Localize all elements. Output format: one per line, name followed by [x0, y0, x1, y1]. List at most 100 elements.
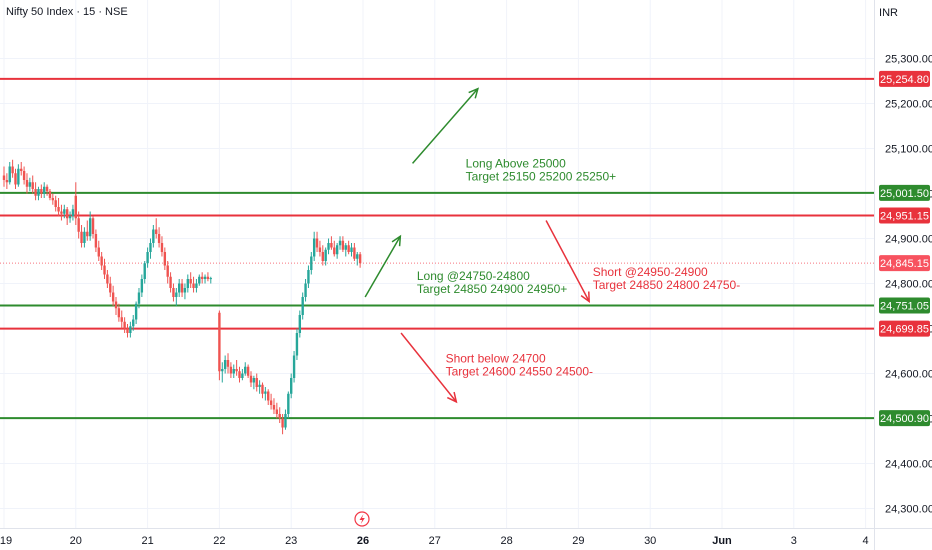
candle-body: [180, 283, 184, 293]
candle-body: [298, 315, 302, 333]
price-axis: 24,300.0024,400.0024,500.0024,600.0024,7…: [879, 54, 932, 516]
candle-body: [246, 366, 250, 376]
candle-body: [43, 186, 46, 194]
level-price-tag-label: 25,001.50: [880, 188, 929, 200]
candle-body: [88, 218, 92, 237]
candle-body: [143, 263, 146, 279]
annotation-text: Long Above 25000: [466, 156, 566, 170]
annotation-text: Target 24600 24550 24500-: [446, 364, 593, 378]
candle-body: [48, 191, 52, 198]
candle-body: [129, 326, 132, 333]
candle-body: [37, 189, 40, 196]
price-tick-label: 25,200.00: [885, 99, 932, 111]
candle-body: [229, 366, 233, 374]
candle-body: [327, 243, 330, 250]
time-tick-label: 19: [0, 535, 12, 547]
arrow-head: [580, 291, 590, 304]
candle-body: [358, 254, 362, 264]
currency-label[interactable]: INR: [879, 7, 898, 19]
candle-body: [134, 303, 138, 320]
price-tick-label: 24,900.00: [885, 234, 932, 246]
arrow-head: [446, 391, 458, 404]
candle-body: [310, 256, 313, 270]
candle-body: [175, 292, 178, 297]
candle-body: [25, 180, 29, 187]
level-price-tag[interactable]: [879, 184, 930, 201]
candle-body: [103, 265, 106, 275]
candle-body: [241, 373, 244, 378]
candle-body: [163, 252, 167, 266]
time-axis: 19 20 21 22 23 26 27 28 29 30 Jun 3 4: [0, 535, 869, 547]
price-tick-label: 24,800.00: [885, 279, 932, 291]
arrow-head: [468, 87, 480, 99]
candle-body: [74, 195, 77, 219]
candle-body: [169, 276, 172, 288]
candle-body: [17, 168, 20, 185]
candle-body: [28, 182, 32, 187]
candle-body: [100, 256, 103, 266]
candle-body: [223, 360, 227, 369]
candle-body: [2, 175, 6, 180]
candle-body: [60, 211, 63, 214]
candle-body: [177, 283, 181, 293]
lightning-icon[interactable]: [354, 511, 370, 527]
candle-body: [22, 171, 26, 180]
candle-body: [244, 366, 247, 374]
candle-body: [272, 405, 276, 410]
candle-body: [11, 166, 14, 174]
candle-body: [321, 252, 324, 261]
candle-body: [20, 168, 23, 171]
current-price-tag[interactable]: [879, 255, 930, 272]
arrow-head: [391, 234, 402, 247]
candle-body: [5, 180, 9, 183]
level-price-tag-label: 24,751.05: [880, 301, 929, 313]
candle-body: [14, 173, 17, 185]
time-tick-label: 23: [285, 535, 297, 547]
candle-body: [238, 371, 241, 378]
candle-body: [86, 231, 89, 237]
annotation-text: Long @24750-24800: [417, 269, 530, 283]
annotation-text: Target 24850 24800 24750-: [593, 278, 740, 292]
candle-body: [172, 288, 175, 297]
candle-body: [195, 283, 198, 288]
price-tick-label: 24,600.00: [885, 369, 932, 381]
candle-body: [290, 378, 293, 394]
candle-body: [40, 189, 43, 194]
candle-body: [347, 245, 350, 252]
candle-body: [57, 207, 60, 212]
candle-body: [45, 186, 49, 192]
candle-body: [304, 283, 307, 297]
level-price-tag[interactable]: [879, 70, 930, 87]
level-price-tag[interactable]: [879, 410, 930, 427]
level-price-tag-label: 25,254.80: [880, 74, 929, 86]
annotation-text: Short @24950-24900: [593, 265, 708, 279]
candle-body: [106, 274, 109, 284]
candle-body: [8, 166, 11, 183]
level-price-tag-label: 24,951.15: [880, 210, 929, 222]
annotation-text: Target 24850 24900 24950+: [417, 282, 567, 296]
candle-body: [206, 276, 210, 279]
candle-body: [235, 369, 238, 372]
candle-body: [192, 283, 195, 288]
candle-body: [200, 276, 204, 279]
candle-body: [249, 375, 253, 383]
candle-body: [68, 216, 72, 219]
candle-body: [77, 218, 80, 232]
time-tick-label: 30: [644, 535, 656, 547]
candle-body: [51, 198, 55, 201]
candle-body: [166, 265, 169, 277]
candle-body: [83, 231, 86, 243]
candle-body: [126, 328, 129, 333]
candle-body: [117, 308, 121, 318]
candle-body: [312, 238, 316, 257]
candle-body: [123, 321, 126, 329]
candle-body: [146, 252, 149, 264]
level-price-tag[interactable]: [879, 207, 930, 224]
candle-body: [80, 231, 83, 243]
level-price-tag[interactable]: [879, 320, 930, 337]
candle-body: [34, 189, 37, 196]
level-price-tag[interactable]: [879, 297, 930, 314]
candle-body: [160, 243, 164, 252]
time-tick-label: 29: [572, 535, 584, 547]
